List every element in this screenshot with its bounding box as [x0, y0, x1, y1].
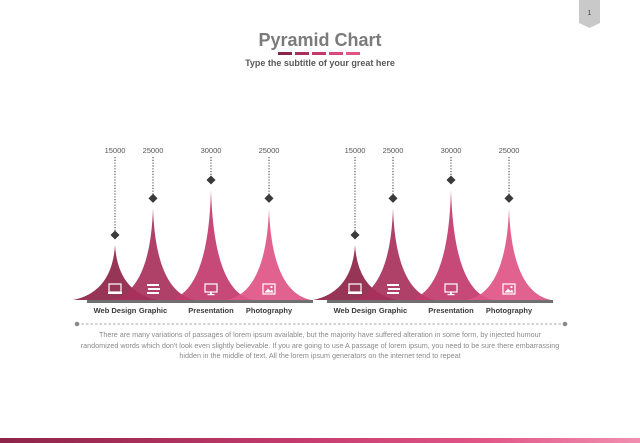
value-label: 30000 — [441, 146, 462, 155]
value-label: 15000 — [345, 146, 366, 155]
category-label: Graphic — [379, 306, 407, 315]
screen-icon — [204, 283, 218, 296]
screen-foot — [207, 294, 215, 296]
value-marker — [110, 230, 120, 240]
screen-stand — [210, 292, 212, 294]
value-marker — [350, 230, 360, 240]
page-subtitle: Type the subtitle of your great here — [245, 58, 395, 68]
title-underline — [278, 52, 360, 55]
pyramid-peak — [409, 190, 493, 300]
value-marker — [504, 193, 514, 203]
underline-segment — [295, 52, 309, 55]
value-label: 25000 — [259, 146, 280, 155]
page-title: Pyramid Chart — [258, 30, 382, 50]
category-label: Web Design — [334, 306, 377, 315]
caption-text: There are many variations of passages of… — [80, 330, 560, 360]
pyramid-chart-1: 15000 Web Design 25000 Graphic 30000 Presenta… — [73, 146, 313, 315]
photo-sun — [270, 285, 273, 289]
value-label: 30000 — [201, 146, 222, 155]
photo-sun — [510, 285, 513, 289]
photo-mountain — [504, 288, 514, 293]
pyramid-chart-2: 15000 Web Design 25000 Graphic 30000 Presenta… — [313, 146, 553, 315]
stack-layer — [147, 292, 159, 294]
stack-icon — [147, 284, 160, 294]
underline-segment — [278, 52, 292, 55]
category-label: Presentation — [188, 306, 234, 315]
photo-frame — [502, 283, 516, 295]
pyramid-peak — [73, 245, 157, 300]
pyramid-peak — [467, 208, 551, 300]
category-label: Web Design — [94, 306, 137, 315]
pyramid-peak — [227, 208, 311, 300]
screen-foot — [447, 294, 455, 296]
value-marker — [264, 193, 274, 203]
monitor-base — [108, 292, 122, 294]
category-label: Presentation — [428, 306, 474, 315]
stack-layer — [387, 284, 399, 286]
page-number-badge: 1 — [579, 0, 600, 28]
value-marker — [206, 175, 216, 185]
stack-layer — [388, 288, 400, 290]
pyramid-peak — [169, 190, 253, 300]
category-label: Photography — [486, 306, 533, 315]
screen-stand — [450, 292, 452, 294]
page-number: 1 — [587, 10, 592, 17]
category-label: Photography — [246, 306, 293, 315]
value-marker — [446, 175, 456, 185]
underline-segment — [312, 52, 326, 55]
monitor-icon — [348, 283, 362, 294]
pyramid-peak — [111, 208, 195, 300]
photo-icon — [262, 283, 276, 295]
monitor-base — [348, 292, 362, 294]
underline-segment — [329, 52, 343, 55]
value-label: 15000 — [105, 146, 126, 155]
footer-bar — [0, 438, 640, 443]
screen-icon — [444, 283, 458, 296]
value-marker — [148, 193, 158, 203]
value-label: 25000 — [383, 146, 404, 155]
photo-mountain — [264, 288, 274, 293]
underline-segment — [346, 52, 360, 55]
monitor-icon — [108, 283, 122, 294]
category-label: Graphic — [139, 306, 167, 315]
pyramid-peak — [351, 208, 435, 300]
stack-icon — [387, 284, 400, 294]
separator-dot-left — [74, 321, 80, 327]
value-label: 25000 — [499, 146, 520, 155]
pyramid-peak — [313, 245, 397, 300]
value-label: 25000 — [143, 146, 164, 155]
stack-layer — [148, 288, 160, 290]
stack-layer — [147, 284, 159, 286]
photo-frame — [262, 283, 276, 295]
separator-dot-right — [562, 321, 568, 327]
value-marker — [388, 193, 398, 203]
stack-layer — [387, 292, 399, 294]
photo-icon — [502, 283, 516, 295]
